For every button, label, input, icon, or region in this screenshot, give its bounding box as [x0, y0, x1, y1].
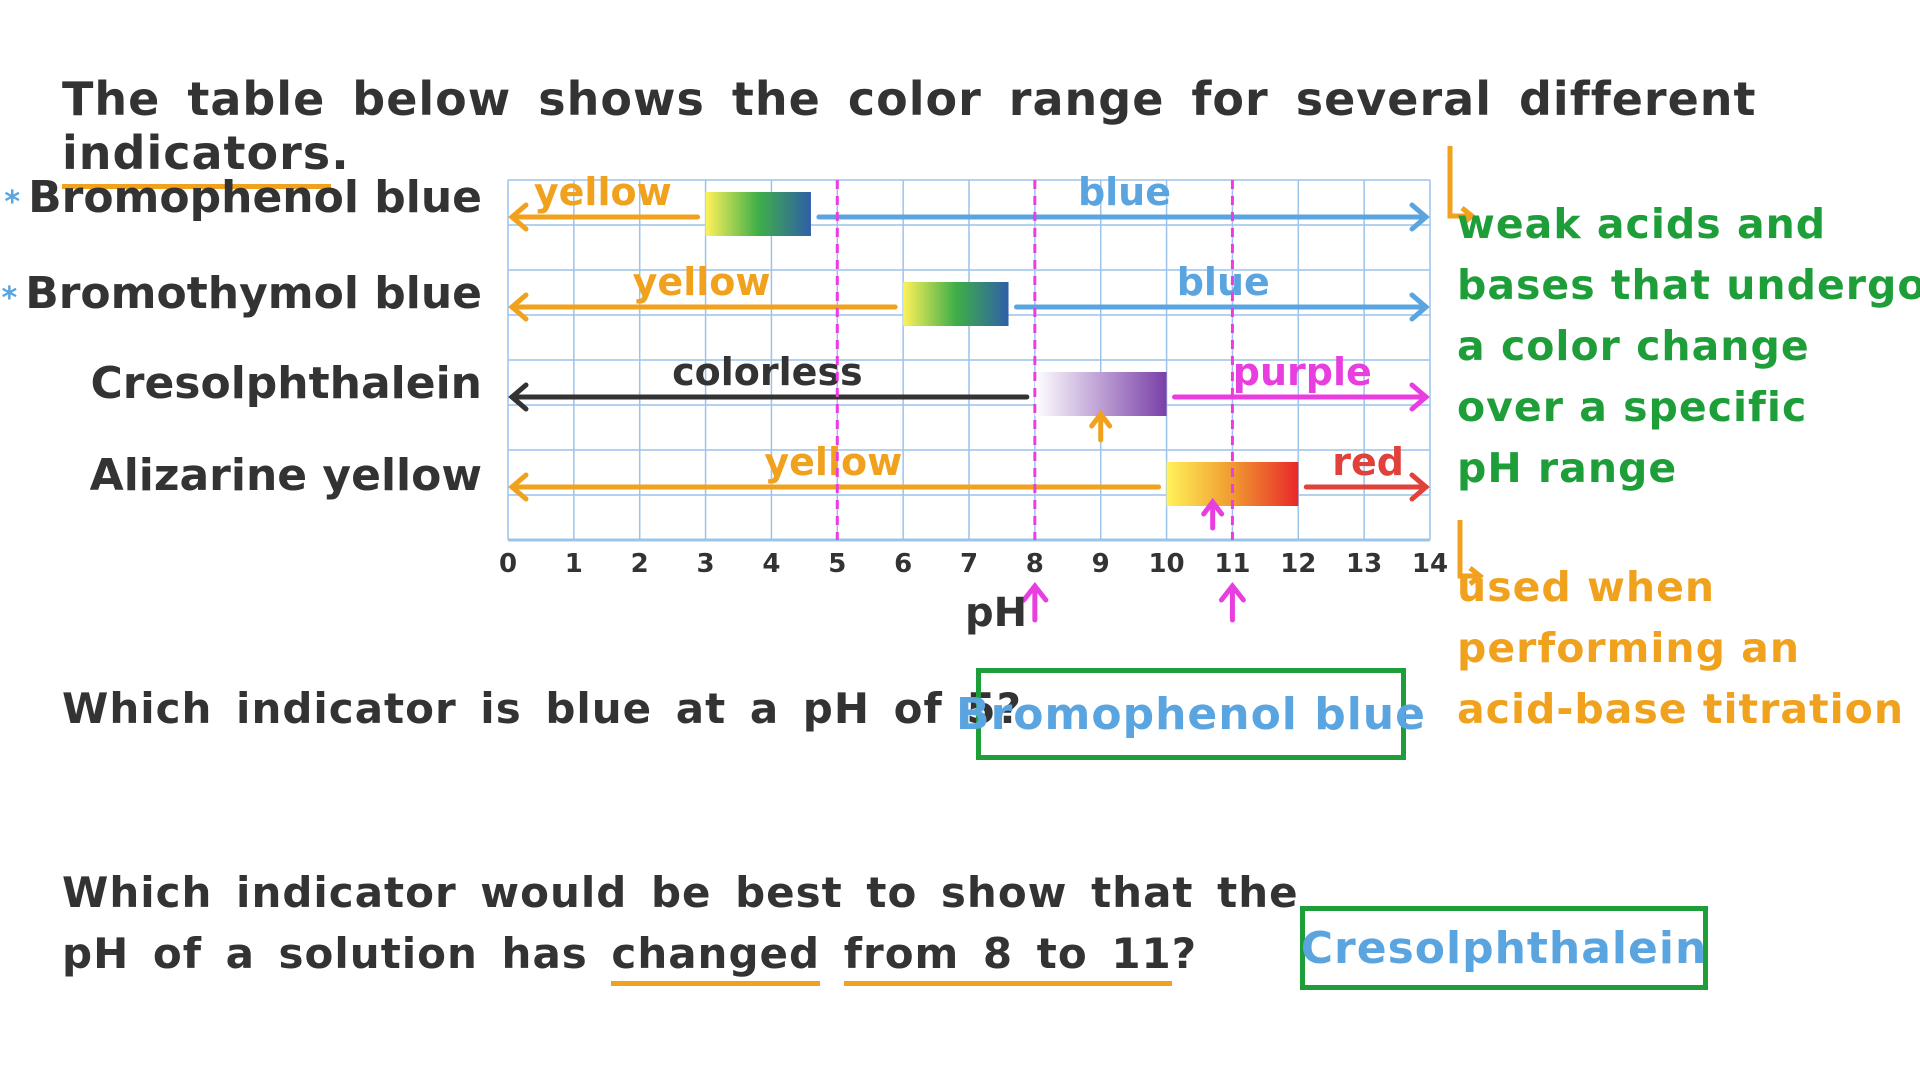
low-arrowhead [508, 382, 529, 412]
indicator-row-0: yellow blue [508, 170, 1430, 236]
high-color-label: blue [1177, 260, 1270, 304]
pink-up-arrow [1021, 581, 1049, 623]
axis-label-ph: pH [965, 590, 1027, 636]
tick-label: 9 [1092, 549, 1110, 579]
star-icon: * [4, 185, 21, 220]
transition-bar [903, 282, 1009, 326]
underline-from-8-to-11: from 8 to 11 [843, 929, 1172, 986]
high-arrowhead [1409, 472, 1430, 502]
indicator-row-2: colorless purple [508, 350, 1430, 416]
high-arrowhead [1409, 292, 1430, 322]
bracket-arrow-orange [1457, 520, 1485, 586]
tick-label: 6 [894, 549, 912, 579]
tick-label: 3 [697, 549, 715, 579]
tick-label: 4 [762, 549, 780, 579]
low-arrowhead [508, 292, 529, 322]
pink-up-arrow [1218, 581, 1246, 623]
arrow-head [1218, 581, 1246, 603]
indicators-underlined: indicators [62, 126, 332, 189]
small-up-arrow [1201, 497, 1225, 531]
arrow-head [1201, 497, 1225, 517]
tick-label: 5 [828, 549, 846, 579]
ph-ticks: 0 1 2 3 4 5 6 7 8 9 10 11 12 13 14 [499, 549, 1448, 579]
high-arrowhead [1409, 202, 1430, 232]
low-color-label: colorless [672, 350, 863, 394]
note-titration: used when performing an acid-base titrat… [1457, 563, 1905, 733]
underline-changed: changed [611, 929, 821, 986]
small-up-arrow [1089, 409, 1113, 443]
transition-bar [1034, 372, 1167, 416]
low-color-label: yellow [764, 440, 902, 484]
tick-label: 2 [631, 549, 649, 579]
answer-1-box: Bromophenol blue [956, 668, 1425, 760]
star-icon: * [1, 281, 18, 316]
tick-label: 13 [1346, 549, 1382, 579]
dashed-lines [835, 180, 1234, 540]
grid [507, 179, 1431, 542]
low-color-label: yellow [534, 170, 672, 214]
marker-arrows [1021, 409, 1246, 623]
arrow-head [1021, 581, 1049, 603]
high-color-label: blue [1078, 170, 1171, 214]
tick-label: 1 [565, 549, 583, 579]
indicator-label-bromothymol-blue: * Bromothymol blue [1, 268, 482, 319]
question-2: Which indicator would be best to show th… [62, 862, 1299, 986]
question-1: Which indicator is blue at a pH of 5? [62, 684, 1022, 733]
tick-label: 0 [499, 549, 517, 579]
low-color-label: yellow [633, 260, 771, 304]
color-bars: yellow blue yellow blue colorless purple yello… [508, 170, 1430, 506]
low-arrowhead [508, 202, 529, 232]
tick-label: 10 [1148, 549, 1184, 579]
indicator-label-cresolphthalein: Cresolphthalein [90, 358, 482, 409]
tick-label: 12 [1280, 549, 1316, 579]
tick-label: 14 [1412, 549, 1448, 579]
tick-label: 7 [960, 549, 978, 579]
page-title: The table below shows the color range fo… [62, 72, 1920, 189]
note-weak-acids: weak acids and bases that undergo a colo… [1457, 200, 1920, 492]
indicator-label-bromophenol-blue: * Bromophenol blue [4, 172, 482, 223]
low-arrowhead [508, 472, 529, 502]
bracket-arrow-green [1447, 146, 1477, 226]
high-arrowhead [1409, 382, 1430, 412]
indicator-label-alizarine-yellow: Alizarine yellow [89, 450, 482, 501]
tick-label: 11 [1214, 549, 1250, 579]
answer-2-box: Cresolphthalein [1300, 906, 1708, 990]
high-color-label: red [1332, 440, 1404, 484]
high-color-label: purple [1233, 350, 1372, 394]
indicator-row-1: yellow blue [508, 260, 1430, 326]
transition-bar [705, 192, 811, 236]
tick-label: 8 [1026, 549, 1044, 579]
arrow-head [1089, 409, 1113, 429]
